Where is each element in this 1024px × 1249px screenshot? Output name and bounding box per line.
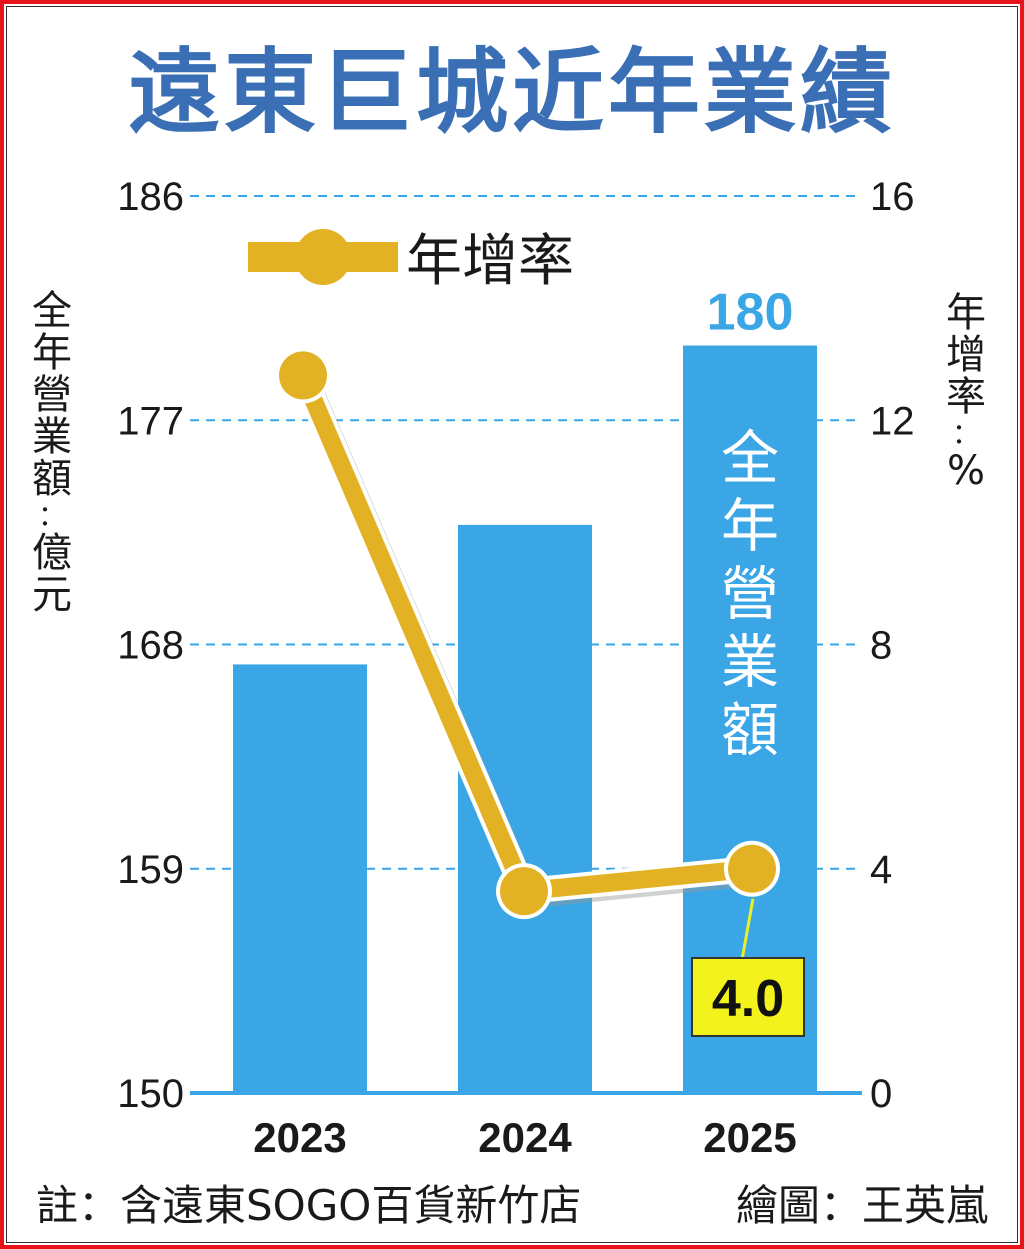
inner-frame bbox=[6, 6, 1018, 1243]
right-tick-label: 4 bbox=[870, 848, 892, 892]
bar-inner-label-char: 年 bbox=[721, 494, 779, 559]
right-tick-label: 8 bbox=[870, 624, 892, 668]
left-tick-label: 177 bbox=[117, 399, 184, 443]
right-tick-label: 12 bbox=[870, 399, 915, 443]
chart-title: 遠東巨城近年業績 bbox=[127, 39, 896, 146]
legend-marker bbox=[295, 229, 351, 285]
legend-label: 年增率 bbox=[406, 229, 574, 292]
line-point bbox=[500, 867, 548, 916]
left-tick-label: 168 bbox=[117, 624, 184, 668]
x-tick-label: 2025 bbox=[703, 1114, 796, 1161]
callout-value-label: 4.0 bbox=[712, 970, 784, 1028]
left-tick-label: 150 bbox=[117, 1072, 184, 1116]
callout-box bbox=[691, 957, 805, 1037]
bar-inner-label-char: 額 bbox=[721, 698, 779, 763]
bar-inner-label-char: 全 bbox=[721, 426, 779, 491]
left-tick-label: 159 bbox=[117, 848, 184, 892]
footnote: 註：含遠東SOGO百貨新竹店 bbox=[36, 1181, 582, 1230]
right-tick-label: 16 bbox=[870, 175, 915, 219]
left-axis-label: 全年營業額：億元 bbox=[32, 288, 72, 618]
bar-inner-label-char: 業 bbox=[721, 630, 779, 695]
callout-leader bbox=[740, 898, 755, 961]
bar-value-label: 180 bbox=[707, 284, 794, 342]
right-tick-label: 0 bbox=[870, 1072, 892, 1116]
line-point bbox=[279, 351, 327, 400]
x-tick-label: 2023 bbox=[253, 1114, 346, 1161]
credit: 繪圖：王英嵐 bbox=[735, 1181, 988, 1230]
bar bbox=[233, 664, 367, 1093]
bar-inner-label-char: 營 bbox=[721, 562, 779, 627]
right-axis-label: 年增率：% bbox=[946, 290, 986, 494]
line-point bbox=[728, 844, 776, 893]
x-tick-label: 2024 bbox=[478, 1114, 572, 1161]
left-tick-label: 186 bbox=[117, 175, 184, 219]
